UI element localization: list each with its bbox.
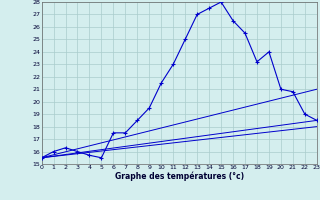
X-axis label: Graphe des températures (°c): Graphe des températures (°c)	[115, 172, 244, 181]
